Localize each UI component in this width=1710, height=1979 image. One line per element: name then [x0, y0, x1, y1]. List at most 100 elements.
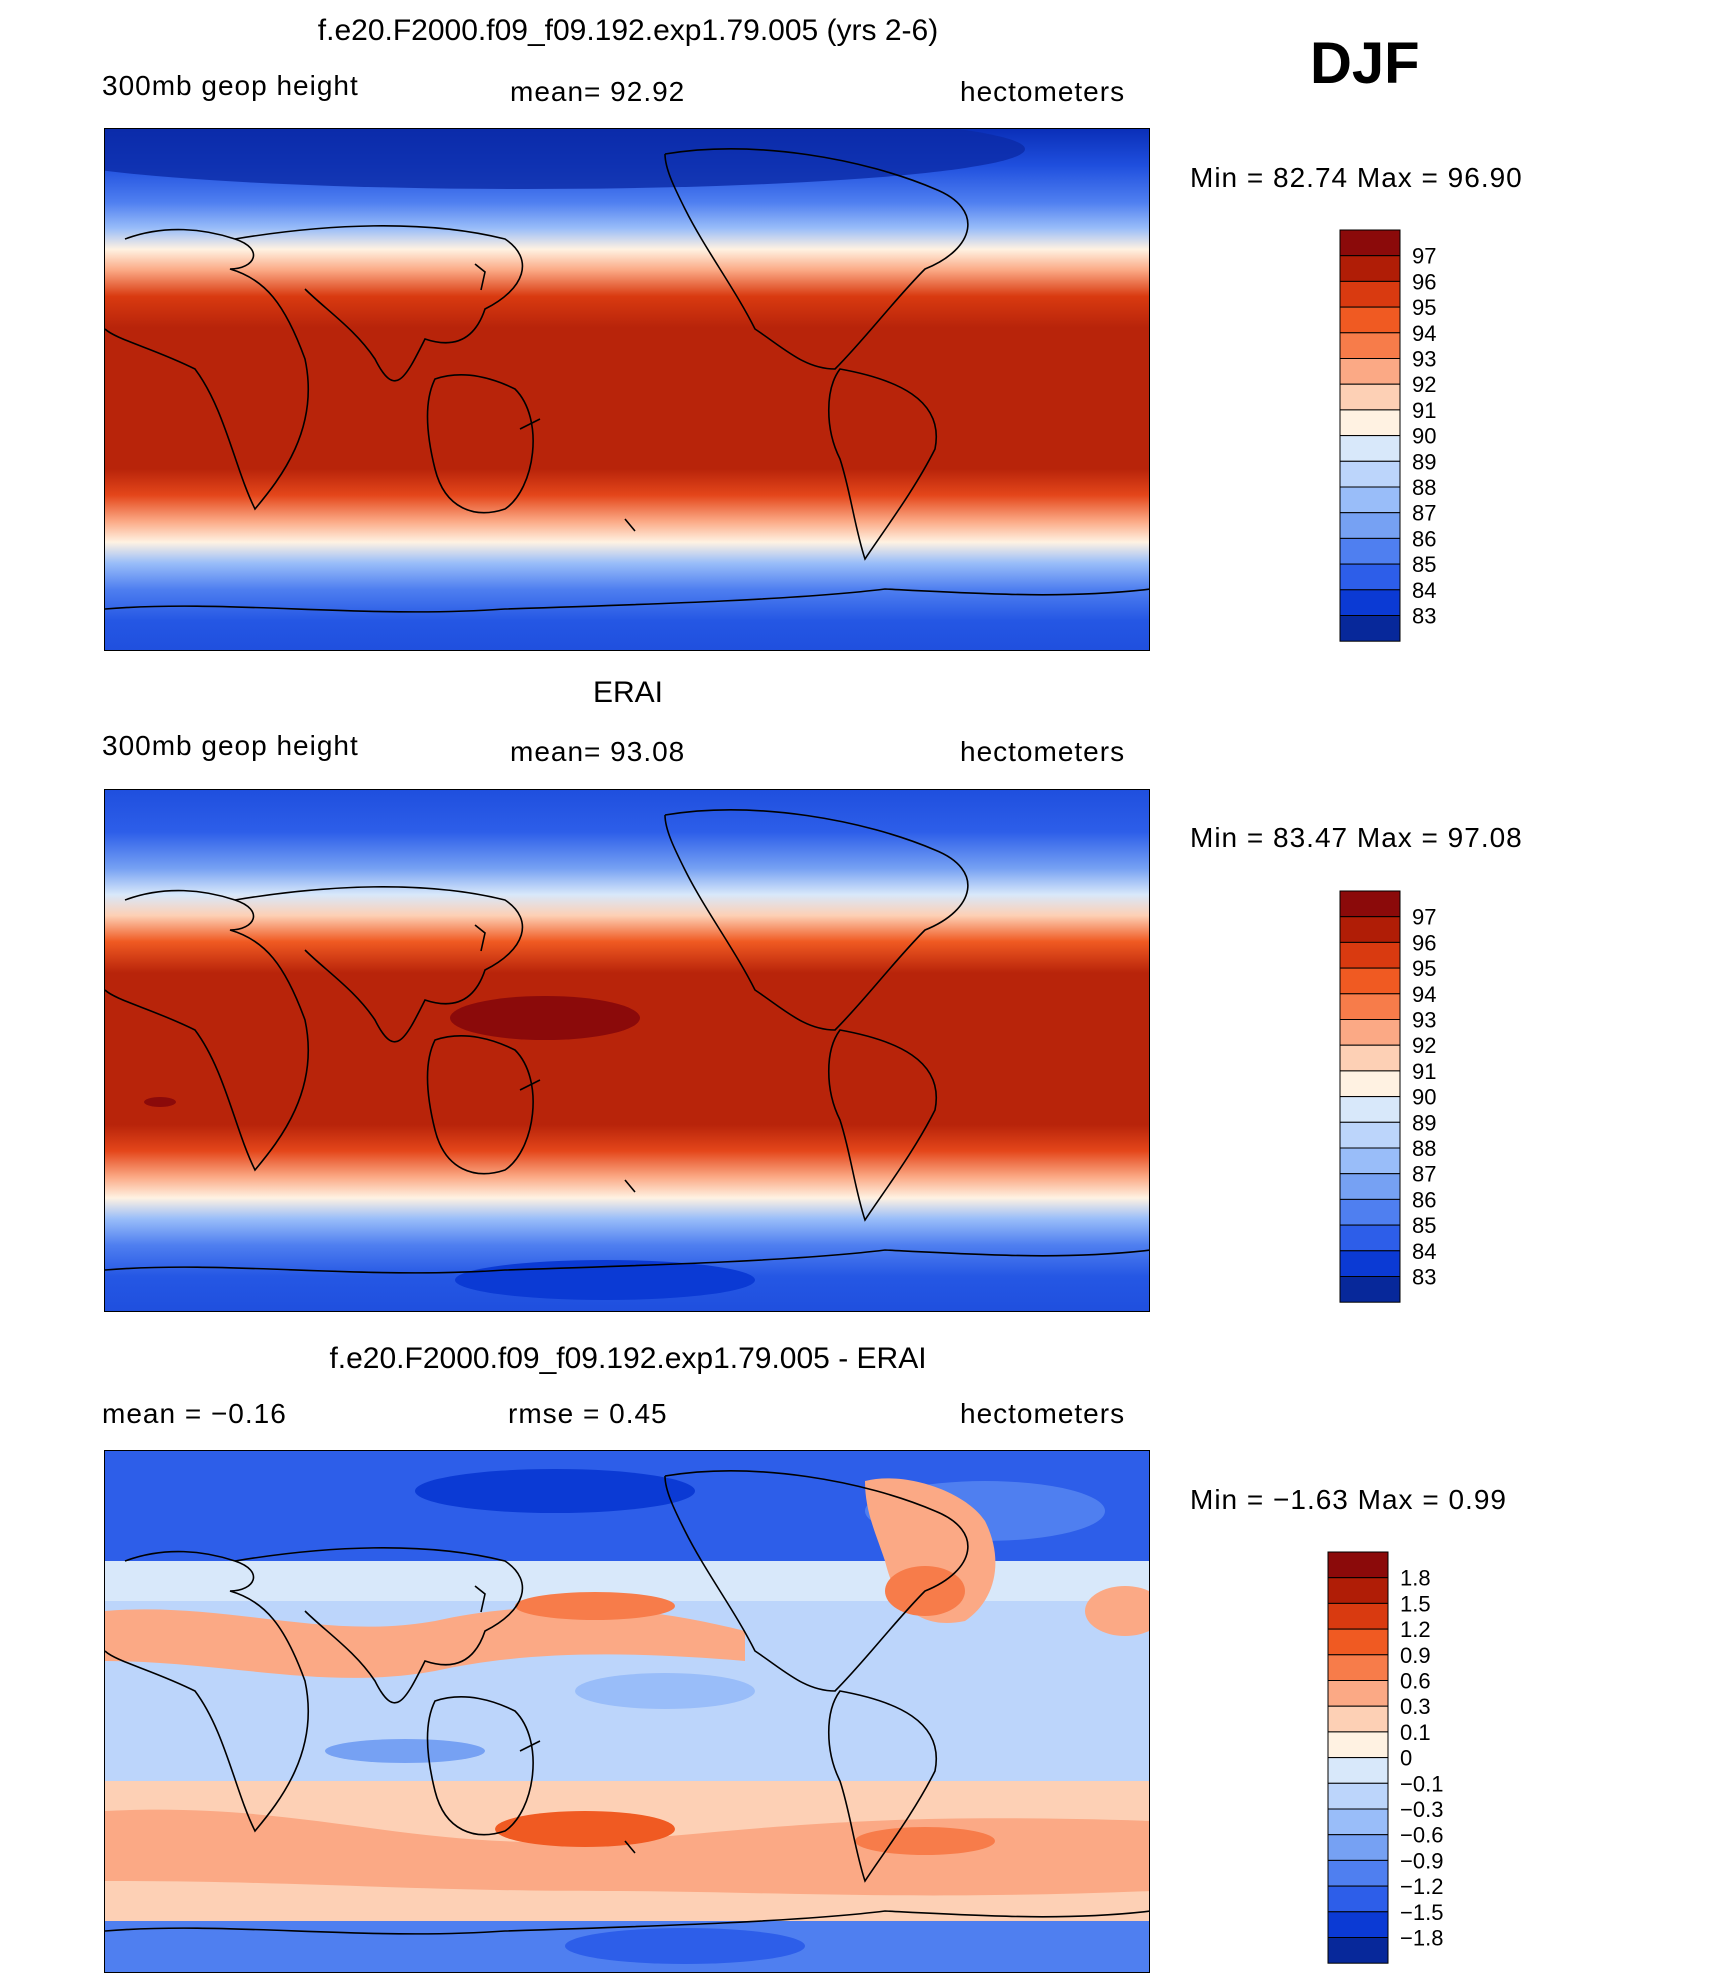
colorbar-tick-label: 0.1 [1400, 1720, 1431, 1745]
colorbar-tick-label: 92 [1412, 1033, 1436, 1058]
panel-3-coastlines [105, 1470, 1149, 1935]
colorbar-tick-label: 1.5 [1400, 1591, 1431, 1616]
colorbar-swatch [1339, 1019, 1401, 1046]
colorbar-swatch [1339, 255, 1401, 282]
colorbar-swatch [1327, 1680, 1389, 1707]
colorbar-swatch [1339, 1121, 1401, 1149]
panel-3-map-canvas [105, 1451, 1149, 1972]
colorbar-tick-label: 84 [1412, 578, 1436, 603]
colorbar-swatch [1327, 1808, 1389, 1836]
colorbar-swatch [1327, 1628, 1389, 1656]
colorbar-tick-label: 94 [1412, 321, 1436, 346]
colorbar-swatch [1339, 512, 1401, 539]
colorbar-tick-label: 0.9 [1400, 1643, 1431, 1668]
colorbar-swatch [1339, 537, 1401, 565]
colorbar-swatch [1339, 383, 1401, 411]
panel-3-minmax: Min = −1.63 Max = 0.99 [1190, 1484, 1507, 1515]
panel-1-coastlines [105, 148, 1149, 613]
colorbar-tick-label: 88 [1412, 475, 1436, 500]
panel-1-minmax: Min = 82.74 Max = 96.90 [1190, 162, 1523, 193]
colorbar-swatch [1339, 1224, 1401, 1252]
colorbar-swatch [1327, 1602, 1389, 1630]
colorbar-swatch [1339, 332, 1401, 360]
panel-3-colorbar: 1.8 1.5 1.2 0.9 0.6 0.3 0.1 0 −0.1 −0.3 −0.6 −0.9 −1… [1327, 1551, 1468, 1972]
colorbar-swatch [1339, 563, 1401, 591]
colorbar-tick-label: 95 [1412, 956, 1436, 981]
colorbar-swatch [1327, 1577, 1389, 1604]
colorbar-tick-label: 96 [1412, 930, 1436, 955]
panel-3-mean-label: mean = −0.16 [102, 1398, 287, 1429]
colorbar-tick-label: 93 [1412, 1008, 1436, 1033]
season-label: DJF [1310, 31, 1420, 96]
colorbar-swatch [1339, 1096, 1401, 1123]
colorbar-tick-label: 85 [1412, 552, 1436, 577]
colorbar-swatch [1327, 1885, 1389, 1913]
colorbar-swatch [1327, 1757, 1389, 1784]
colorbar-tick-label: 83 [1412, 604, 1436, 629]
colorbar-tick-label: 93 [1412, 347, 1436, 372]
colorbar-tick-label: 97 [1412, 244, 1436, 269]
panel-1-title: f.e20.F2000.f09_f09.192.exp1.79.005 (yrs… [317, 14, 939, 47]
colorbar-tick-label: 83 [1412, 1265, 1436, 1290]
colorbar-swatch [1339, 941, 1401, 969]
colorbar-tick-label: −1.2 [1400, 1874, 1443, 1899]
colorbar-swatch [1339, 1070, 1401, 1098]
colorbar-tick-label: 94 [1412, 982, 1436, 1007]
colorbar-swatch [1327, 1782, 1389, 1810]
colorbar-tick-label: 1.8 [1400, 1566, 1431, 1591]
panel-2-minmax: Min = 83.47 Max = 97.08 [1190, 822, 1523, 853]
panel-3-title: f.e20.F2000.f09_f09.192.exp1.79.005 - ER… [329, 1342, 927, 1375]
colorbar-swatch [1339, 1198, 1401, 1226]
colorbar-tick-label: 95 [1412, 295, 1436, 320]
colorbar-tick-label: 0.3 [1400, 1694, 1431, 1719]
colorbar-tick-label: 1.2 [1400, 1617, 1431, 1642]
panel-2-units-label: hectometers [960, 736, 1126, 767]
colorbar-swatch [1339, 435, 1401, 462]
panel-1-map [104, 128, 1150, 651]
colorbar-tick-label: 88 [1412, 1136, 1436, 1161]
panel-2-map-canvas [105, 790, 1149, 1311]
colorbar-swatch [1339, 967, 1401, 995]
panel-1-colorbar: 97 96 95 94 93 92 91 90 89 88 87 86 85 84 83 [1339, 229, 1460, 645]
colorbar-swatch [1339, 615, 1401, 642]
colorbar-tick-label: −0.6 [1400, 1823, 1443, 1848]
panel-3-colorbar-canvas: 1.81.51.20.90.60.30.10−0.1−0.3−0.6−0.9−1… [1327, 1551, 1443, 1964]
colorbar-swatch [1339, 1276, 1401, 1303]
colorbar-swatch [1327, 1551, 1389, 1579]
colorbar-tick-label: 92 [1412, 372, 1436, 397]
colorbar-swatch [1339, 486, 1401, 514]
colorbar-swatch [1327, 1654, 1389, 1682]
panel-1-map-canvas [105, 129, 1149, 650]
colorbar-tick-label: 85 [1412, 1213, 1436, 1238]
colorbar-tick-label: −1.5 [1400, 1900, 1443, 1925]
colorbar-swatch [1339, 1250, 1401, 1277]
colorbar-swatch [1327, 1731, 1389, 1759]
colorbar-tick-label: 84 [1412, 1239, 1436, 1264]
colorbar-swatch [1339, 229, 1401, 257]
colorbar-tick-label: 86 [1412, 526, 1436, 551]
colorbar-swatch [1339, 589, 1401, 616]
colorbar-swatch [1327, 1834, 1389, 1861]
colorbar-tick-label: 0 [1400, 1746, 1412, 1771]
colorbar-tick-label: −1.8 [1400, 1926, 1443, 1951]
colorbar-swatch [1339, 1044, 1401, 1072]
colorbar-swatch [1339, 306, 1401, 334]
panel-2-mean-label: mean= 93.08 [510, 736, 686, 767]
colorbar-tick-label: 96 [1412, 269, 1436, 294]
colorbar-tick-label: −0.3 [1400, 1797, 1443, 1822]
colorbar-tick-label: 0.6 [1400, 1669, 1431, 1694]
colorbar-tick-label: 86 [1412, 1187, 1436, 1212]
colorbar-swatch [1339, 993, 1401, 1021]
panel-1-units-label: hectometers [960, 76, 1126, 107]
panel-2-coastlines [105, 809, 1149, 1274]
panel-2-map [104, 789, 1150, 1312]
colorbar-tick-label: 87 [1412, 501, 1436, 526]
panel-3-rmse-label: rmse = 0.45 [508, 1398, 668, 1429]
colorbar-swatch [1339, 916, 1401, 943]
colorbar-tick-label: −0.9 [1400, 1848, 1443, 1873]
colorbar-swatch [1339, 358, 1401, 385]
panel-2-variable-label: 300mb geop height [102, 730, 359, 761]
colorbar-swatch [1339, 890, 1401, 918]
colorbar-swatch [1339, 409, 1401, 437]
